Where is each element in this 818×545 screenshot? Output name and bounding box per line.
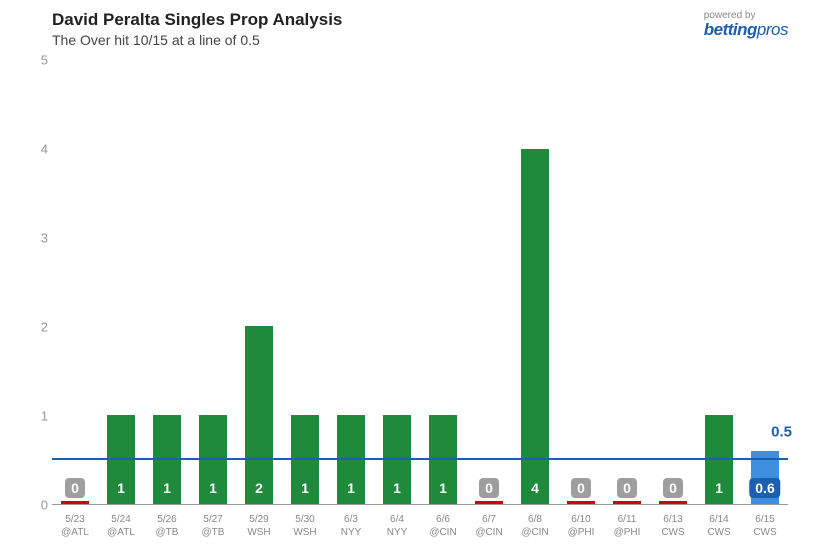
bars-container: 0 1 1 1 2 1 1 1 1 0 4 0 0 0 1 0.6 <box>52 60 788 504</box>
y-tick: 5 <box>41 53 48 68</box>
chart-subtitle: The Over hit 10/15 at a line of 0.5 <box>52 32 798 48</box>
x-label: 5/27@TB <box>190 513 236 539</box>
brand-logo: bettingpros <box>704 21 788 38</box>
value-badge: 1 <box>295 478 315 498</box>
value-badge: 4 <box>525 478 545 498</box>
bar <box>521 149 550 504</box>
value-badge: 2 <box>249 478 269 498</box>
bar-slot: 1 <box>282 60 328 504</box>
bar-zero <box>567 501 596 504</box>
value-badge: 1 <box>157 478 177 498</box>
chart-plot-area: 012345 0.5 0111211110400010.6 <box>52 60 788 505</box>
bar-slot: 0 <box>466 60 512 504</box>
x-label: 5/30WSH <box>282 513 328 539</box>
x-label: 5/29WSH <box>236 513 282 539</box>
bar-slot: 1 <box>144 60 190 504</box>
bar-zero <box>613 501 642 504</box>
y-tick: 2 <box>41 320 48 335</box>
y-axis: 012345 <box>20 60 48 505</box>
bar-slot: 2 <box>236 60 282 504</box>
x-label: 6/14CWS <box>696 513 742 539</box>
bar-slot: 1 <box>374 60 420 504</box>
x-label: 5/26@TB <box>144 513 190 539</box>
chart-header: David Peralta Singles Prop Analysis The … <box>52 10 798 48</box>
y-tick: 3 <box>41 231 48 246</box>
x-label: 5/23@ATL <box>52 513 98 539</box>
y-tick: 4 <box>41 142 48 157</box>
y-tick: 1 <box>41 409 48 424</box>
x-label: 6/6@CIN <box>420 513 466 539</box>
x-label: 6/3NYY <box>328 513 374 539</box>
threshold-label: 0.5 <box>771 423 792 440</box>
bar-slot: 1 <box>328 60 374 504</box>
value-badge: 0 <box>571 478 591 498</box>
bar-slot: 0 <box>650 60 696 504</box>
x-label: 6/8@CIN <box>512 513 558 539</box>
branding: powered by bettingpros <box>704 10 788 38</box>
bar-slot: 0 <box>52 60 98 504</box>
x-label: 5/24@ATL <box>98 513 144 539</box>
value-badge: 0 <box>663 478 683 498</box>
value-badge: 1 <box>341 478 361 498</box>
bar-zero <box>61 501 90 504</box>
bar-slot: 0 <box>558 60 604 504</box>
plot: 0.5 0111211110400010.6 <box>52 60 788 505</box>
x-label: 6/7@CIN <box>466 513 512 539</box>
bar-zero <box>659 501 688 504</box>
x-label: 6/10@PHI <box>558 513 604 539</box>
value-badge: 0 <box>617 478 637 498</box>
value-badge: 0 <box>479 478 499 498</box>
x-label: 6/11@PHI <box>604 513 650 539</box>
value-badge: 1 <box>433 478 453 498</box>
bar-slot: 1 <box>696 60 742 504</box>
bar-zero <box>475 501 504 504</box>
value-badge: 1 <box>203 478 223 498</box>
x-label: 6/13CWS <box>650 513 696 539</box>
value-badge: 0 <box>65 478 85 498</box>
value-badge: 0.6 <box>749 478 780 498</box>
y-tick: 0 <box>41 498 48 513</box>
x-label: 6/15CWS <box>742 513 788 539</box>
x-axis-labels: 5/23@ATL5/24@ATL5/26@TB5/27@TB5/29WSH5/3… <box>52 513 788 539</box>
value-badge: 1 <box>111 478 131 498</box>
value-badge: 1 <box>709 478 729 498</box>
x-label: 6/4NYY <box>374 513 420 539</box>
bar-slot: 1 <box>98 60 144 504</box>
bar-slot: 1 <box>420 60 466 504</box>
bar-slot: 0 <box>604 60 650 504</box>
chart-title: David Peralta Singles Prop Analysis <box>52 10 798 30</box>
bar-slot: 1 <box>190 60 236 504</box>
threshold-line <box>52 458 788 460</box>
value-badge: 1 <box>387 478 407 498</box>
bar-slot: 4 <box>512 60 558 504</box>
